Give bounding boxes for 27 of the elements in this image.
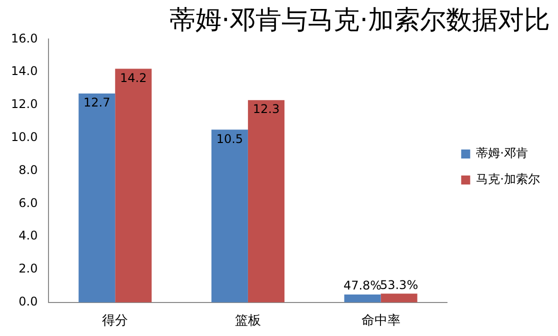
y-tick-label: 6.0 xyxy=(18,196,38,210)
bar xyxy=(115,68,152,302)
chart-title: 蒂姆·邓肯与马克·加索尔数据对比 xyxy=(169,5,550,36)
legend-label: 马克·加索尔 xyxy=(476,172,540,186)
bar xyxy=(211,130,248,302)
bar xyxy=(380,294,418,302)
data-label: 10.5 xyxy=(216,132,244,146)
y-tick-label: 2.0 xyxy=(18,262,38,276)
y-tick-label: 14.0 xyxy=(11,64,38,78)
data-label: 14.2 xyxy=(120,70,147,85)
x-tick-label: 篮板 xyxy=(234,314,261,329)
y-tick-label: 16.0 xyxy=(11,31,38,46)
y-tick-label: 8.0 xyxy=(18,162,38,177)
data-label: 47.8% xyxy=(343,278,382,293)
x-tick-label: 得分 xyxy=(102,314,128,329)
bar xyxy=(344,294,381,302)
data-label: 12.7 xyxy=(84,96,110,110)
bar xyxy=(248,100,284,302)
bar xyxy=(78,93,116,302)
y-tick-label: 12.0 xyxy=(11,97,38,112)
y-tick-label: 4.0 xyxy=(18,228,38,243)
y-tick-label: 10.0 xyxy=(11,130,38,144)
y-tick-label: 0.0 xyxy=(18,294,38,309)
data-label: 53.3% xyxy=(380,278,418,292)
data-label: 12.3 xyxy=(252,102,280,116)
x-tick-label: 命中率 xyxy=(361,312,400,329)
legend-label: 蒂姆·邓肯 xyxy=(476,146,528,160)
